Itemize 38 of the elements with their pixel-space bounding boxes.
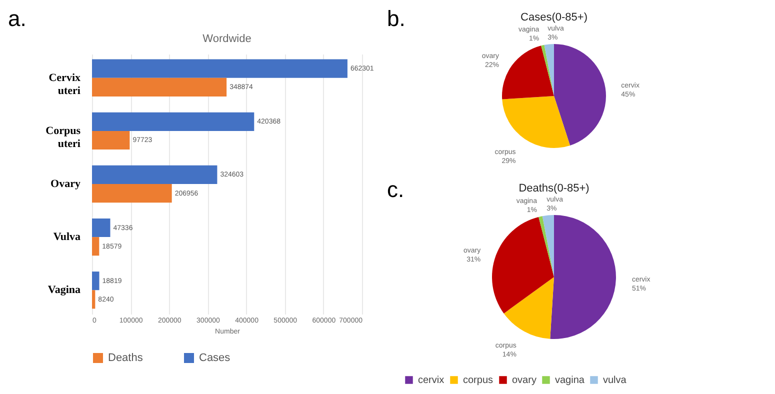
bar [92,78,227,96]
text: c. [387,177,404,203]
bar [92,112,254,131]
pie-slice [544,44,554,96]
pie-slice [538,216,554,277]
chart-title: Deaths(0-85+) [518,182,590,194]
bar [92,130,130,150]
bar [92,184,172,203]
text: a. [8,6,26,32]
legend-label: corpus [463,375,494,386]
bar [92,290,96,309]
y-tick-label: Corpus uteri [46,124,82,150]
legend-label: Cases [199,352,231,364]
legend-label: vagina [555,375,585,386]
bar [92,237,100,256]
y-tick-label: Vulva [53,231,81,244]
y-tick-label: Vagina [48,284,81,296]
legend-label: ovary [512,375,536,386]
legend-label: Deaths [108,352,144,364]
bar [92,272,100,290]
legend-label: cervix [418,375,444,386]
pie-slice [554,44,606,146]
pie-slice [492,216,554,314]
chart-title: Cases(0-85+) [520,11,588,24]
bar [92,165,218,184]
pie-slice [504,277,554,339]
pie-slice [502,96,570,148]
bar [92,218,110,238]
pie-slice [502,46,554,100]
pie-slice [541,44,554,96]
legend-label: vulva [603,375,627,386]
text: b. [387,6,406,32]
y-tick-label: Cervix uteri [48,72,81,97]
y-tick-label: Ovary [50,178,81,190]
bar [92,59,348,78]
chart-title: Wordwide [202,33,252,45]
pie-slice [542,215,554,277]
pie-slice [550,215,616,339]
